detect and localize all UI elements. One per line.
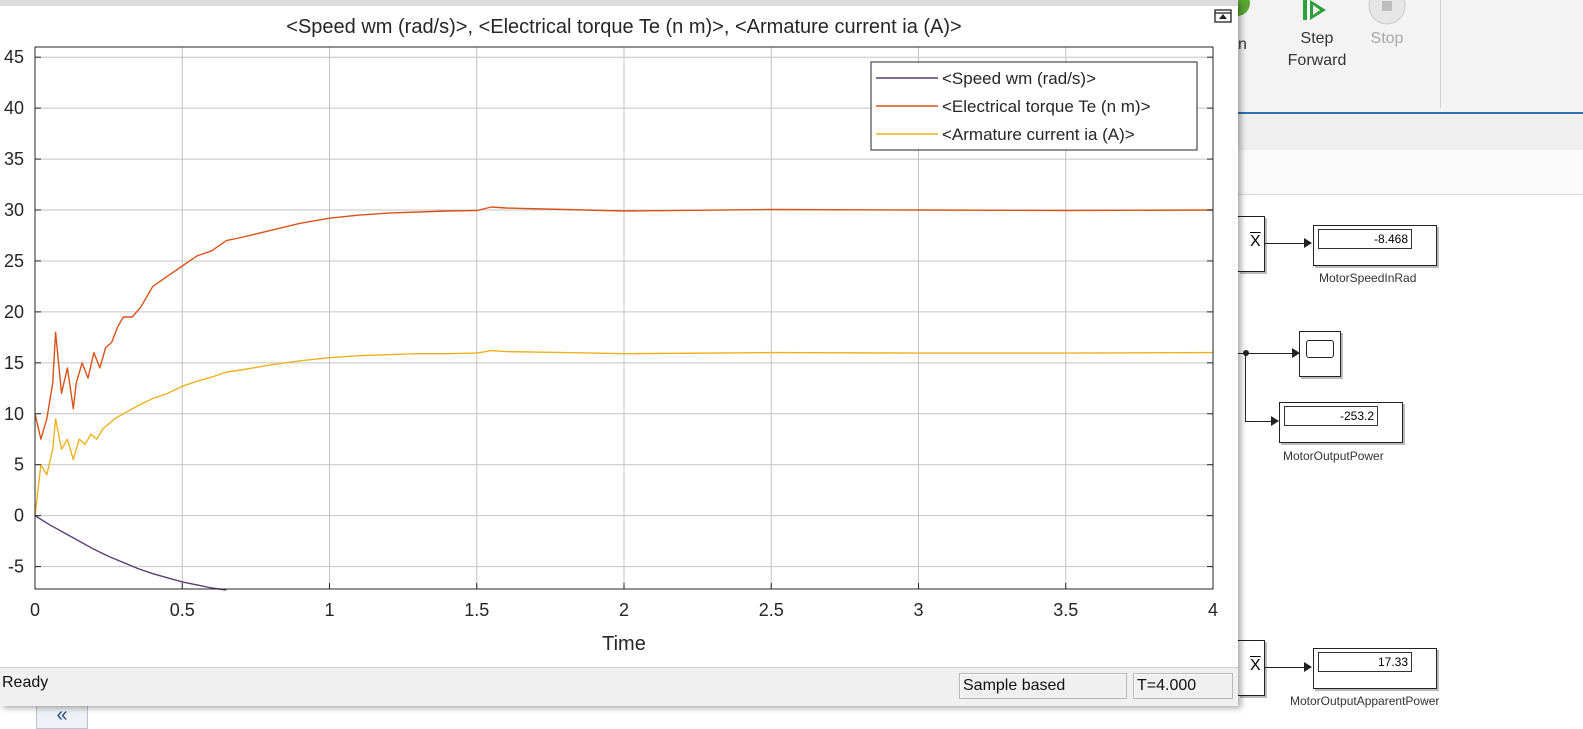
x-tick-label: 3.5 [1053,600,1078,620]
step-forward-button[interactable]: Step Forward [1282,0,1352,70]
toolstrip [1238,0,1583,114]
wire-arrow [1304,238,1312,248]
collapse-panel-button[interactable]: « [36,705,88,729]
scope-block-icon [1306,340,1334,358]
y-tick-label: 0 [14,506,24,526]
x-tick-label: 2.5 [759,600,784,620]
x-tick-label: 0 [30,600,40,620]
y-tick-label: 40 [4,98,24,118]
scope-window: <Speed wm (rad/s)>, <Electrical torque T… [0,0,1238,706]
y-tick-label: 20 [4,302,24,322]
series-current-line [34,349,1214,516]
abs-block-1[interactable]: X [1238,216,1265,272]
wire-arrow [1271,416,1279,426]
x-tick-label: 3 [913,600,923,620]
x-tick-label: 1.5 [464,600,489,620]
wire-junction [1243,350,1249,356]
stop-button[interactable]: Stop [1362,0,1412,48]
wire-arrow [1304,662,1312,672]
wire [1245,353,1246,422]
motor-apparent-power-value: 17.33 [1318,652,1412,672]
y-tick-label: 45 [4,47,24,67]
status-ready: Ready [2,674,49,691]
wire [1238,353,1295,354]
wire [1245,421,1273,422]
wire [1265,667,1305,668]
x-tick-label: 4 [1208,600,1218,620]
series-torque-line [34,206,1214,440]
wire [1265,243,1305,244]
toolstrip-partial-label: n [1238,36,1247,53]
x-axis-label: Time [602,633,646,655]
series-speed-line [34,515,227,591]
stop-icon [1368,0,1406,25]
y-tick-label: 10 [4,404,24,424]
y-tick-label: 15 [4,353,24,373]
plot-title: <Speed wm (rad/s)>, <Electrical torque T… [286,16,961,38]
scope-block[interactable] [1299,331,1341,377]
scope-window-frame [0,0,1238,6]
motor-apparent-power-label: MotorOutputApparentPower [1290,694,1440,708]
motor-output-power-label: MotorOutputPower [1283,449,1384,463]
legend-entry-torque: <Electrical torque Te (n m)> [942,97,1151,116]
x-tick-label: 1 [324,600,334,620]
legend-entry-speed: <Speed wm (rad/s)> [942,69,1096,88]
motor-output-power-display[interactable]: -253.2 [1279,402,1403,443]
stop-label: Stop [1370,30,1404,47]
toolstrip-divider [1440,0,1441,108]
model-canvas [1238,195,1583,728]
motor-speed-display[interactable]: -8.468 [1313,225,1437,266]
explorer-bar [1238,150,1583,195]
y-tick-label: 25 [4,251,24,271]
x-tick-label: 0.5 [170,600,195,620]
step-forward-label: Step [1300,30,1334,47]
legend-entry-current: <Armature current ia (A)> [942,125,1135,144]
y-tick-label: 30 [4,200,24,220]
step-forward-label-2: Forward [1287,52,1347,69]
abs-block-2[interactable]: X [1238,640,1265,696]
model-browser-bar [1238,114,1583,151]
abs-x-icon: X [1250,233,1261,250]
abs-x-icon: X [1250,657,1261,674]
motor-speed-value: -8.468 [1318,229,1412,249]
y-tick-label: 35 [4,149,24,169]
y-tick-label: -5 [8,557,24,577]
status-bar: Ready Sample based T=4.000 [0,667,1238,706]
wire-arrow [1292,348,1300,358]
y-tick-label: 5 [14,455,24,475]
undock-icon[interactable] [1214,9,1232,23]
legend[interactable]: <Speed wm (rad/s)> <Electrical torque Te… [870,61,1198,151]
motor-output-power-value: -253.2 [1284,406,1378,426]
scope-plot: <Speed wm (rad/s)>, <Electrical torque T… [4,16,1218,655]
motor-apparent-power-display[interactable]: 17.33 [1313,648,1437,689]
step-forward-icon [1303,0,1326,20]
motor-speed-label: MotorSpeedInRad [1319,271,1417,285]
status-sample-mode: Sample based [959,673,1127,699]
x-tick-label: 2 [619,600,629,620]
status-sim-time: T=4.000 [1133,673,1233,699]
run-icon-partial [1238,0,1250,20]
